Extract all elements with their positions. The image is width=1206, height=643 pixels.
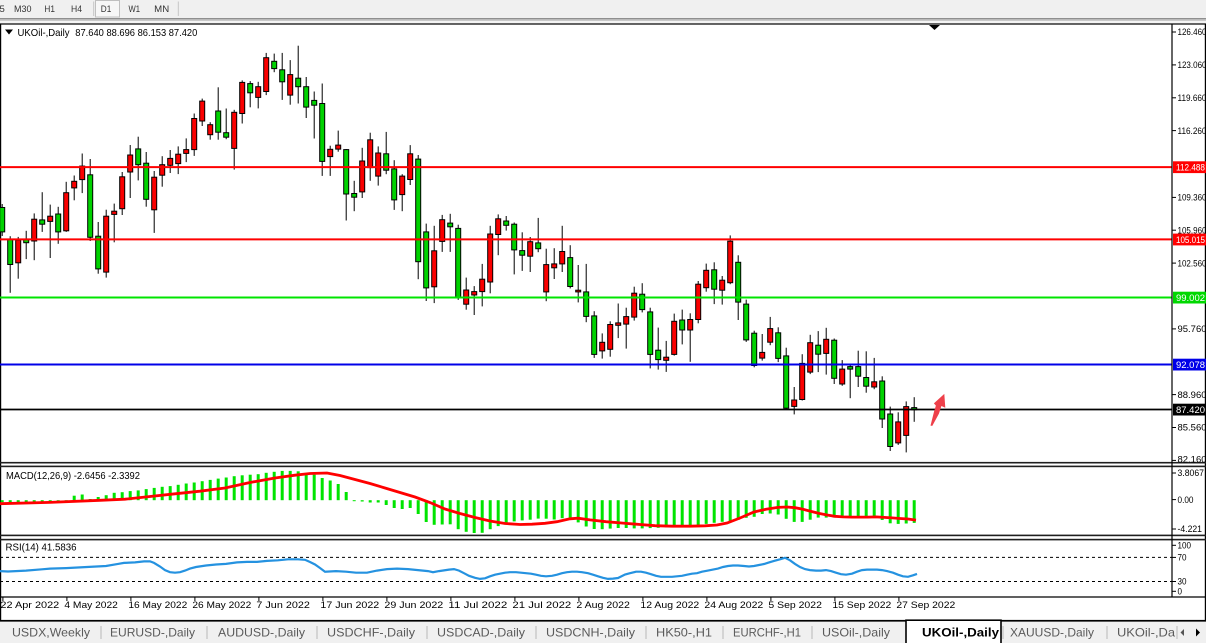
svg-text:99.002: 99.002 (1176, 293, 1205, 303)
svg-text:15 Sep 2022: 15 Sep 2022 (832, 600, 891, 611)
svg-text:105.960: 105.960 (1178, 225, 1206, 235)
svg-text:27 Sep 2022: 27 Sep 2022 (896, 600, 955, 611)
svg-text:11 Jul 2022: 11 Jul 2022 (448, 600, 507, 611)
svg-text:88.960: 88.960 (1178, 390, 1206, 400)
svg-text:H4: H4 (71, 4, 82, 15)
svg-text:USDCAD-,Daily: USDCAD-,Daily (437, 626, 525, 640)
svg-text:-4.221: -4.221 (1178, 524, 1203, 534)
svg-text:102.560: 102.560 (1178, 258, 1206, 268)
svg-text:85.560: 85.560 (1178, 423, 1206, 433)
svg-text:22 Apr 2022: 22 Apr 2022 (0, 600, 59, 611)
svg-text:5 Sep 2022: 5 Sep 2022 (768, 600, 822, 611)
svg-text:0.00: 0.00 (1178, 495, 1194, 505)
svg-text:87.640 88.696 86.153 87.420: 87.640 88.696 86.153 87.420 (75, 27, 197, 39)
svg-text:XAUUSD-,Daily: XAUUSD-,Daily (1010, 626, 1094, 640)
svg-text:0: 0 (1178, 587, 1183, 597)
svg-text:UKOil-,Daily: UKOil-,Daily (922, 626, 999, 640)
svg-text:126.460: 126.460 (1178, 27, 1206, 37)
svg-text:70: 70 (1178, 553, 1187, 563)
svg-text:17 Jun 2022: 17 Jun 2022 (320, 600, 379, 611)
svg-text:D1: D1 (101, 4, 112, 15)
svg-text:USDX,Weekly: USDX,Weekly (12, 626, 90, 640)
svg-text:105.015: 105.015 (1176, 235, 1205, 245)
svg-text:MACD(12,26,9) -2.6456 -2.3392: MACD(12,26,9) -2.6456 -2.3392 (6, 471, 140, 482)
svg-text:USDCHF-,Daily: USDCHF-,Daily (327, 626, 415, 640)
svg-text:RSI(14) 41.5836: RSI(14) 41.5836 (6, 542, 78, 553)
svg-text:MN: MN (154, 4, 169, 15)
svg-text:5: 5 (0, 4, 5, 15)
svg-text:92.078: 92.078 (1176, 360, 1205, 370)
svg-text:3.8067: 3.8067 (1178, 468, 1205, 478)
svg-text:123.060: 123.060 (1178, 60, 1206, 70)
svg-text:12 Aug 2022: 12 Aug 2022 (640, 600, 699, 611)
svg-text:21 Jul 2022: 21 Jul 2022 (512, 600, 571, 611)
svg-text:100: 100 (1178, 541, 1192, 551)
svg-text:USDCNH-,Daily: USDCNH-,Daily (546, 626, 635, 640)
svg-text:HK50-,H1: HK50-,H1 (656, 626, 712, 640)
svg-text:UKOil-,Da: UKOil-,Da (1117, 626, 1175, 640)
svg-text:26 May 2022: 26 May 2022 (192, 600, 251, 611)
svg-text:116.260: 116.260 (1178, 126, 1206, 136)
svg-text:119.660: 119.660 (1178, 93, 1206, 103)
svg-text:EURCHF-,H1: EURCHF-,H1 (733, 626, 801, 640)
svg-text:82.160: 82.160 (1178, 454, 1206, 464)
svg-text:29 Jun 2022: 29 Jun 2022 (384, 600, 443, 611)
svg-text:H1: H1 (44, 4, 55, 15)
svg-text:AUDUSD-,Daily: AUDUSD-,Daily (218, 626, 305, 640)
svg-text:USOil-,Daily: USOil-,Daily (822, 626, 890, 640)
svg-text:87.420: 87.420 (1176, 405, 1205, 415)
svg-text:EURUSD-,Daily: EURUSD-,Daily (110, 626, 195, 640)
svg-text:95.760: 95.760 (1178, 324, 1206, 334)
svg-text:30: 30 (1178, 577, 1187, 587)
svg-text:4 May 2022: 4 May 2022 (64, 600, 117, 611)
svg-text:16 May 2022: 16 May 2022 (128, 600, 187, 611)
svg-text:2 Aug 2022: 2 Aug 2022 (576, 600, 630, 611)
svg-text:UKOil-,Daily: UKOil-,Daily (18, 27, 71, 39)
svg-text:W1: W1 (129, 4, 141, 15)
svg-text:M30: M30 (14, 4, 32, 15)
svg-text:24 Aug 2022: 24 Aug 2022 (704, 600, 763, 611)
svg-text:109.360: 109.360 (1178, 193, 1206, 203)
svg-text:7 Jun 2022: 7 Jun 2022 (256, 600, 310, 611)
svg-text:112.488: 112.488 (1176, 163, 1205, 173)
